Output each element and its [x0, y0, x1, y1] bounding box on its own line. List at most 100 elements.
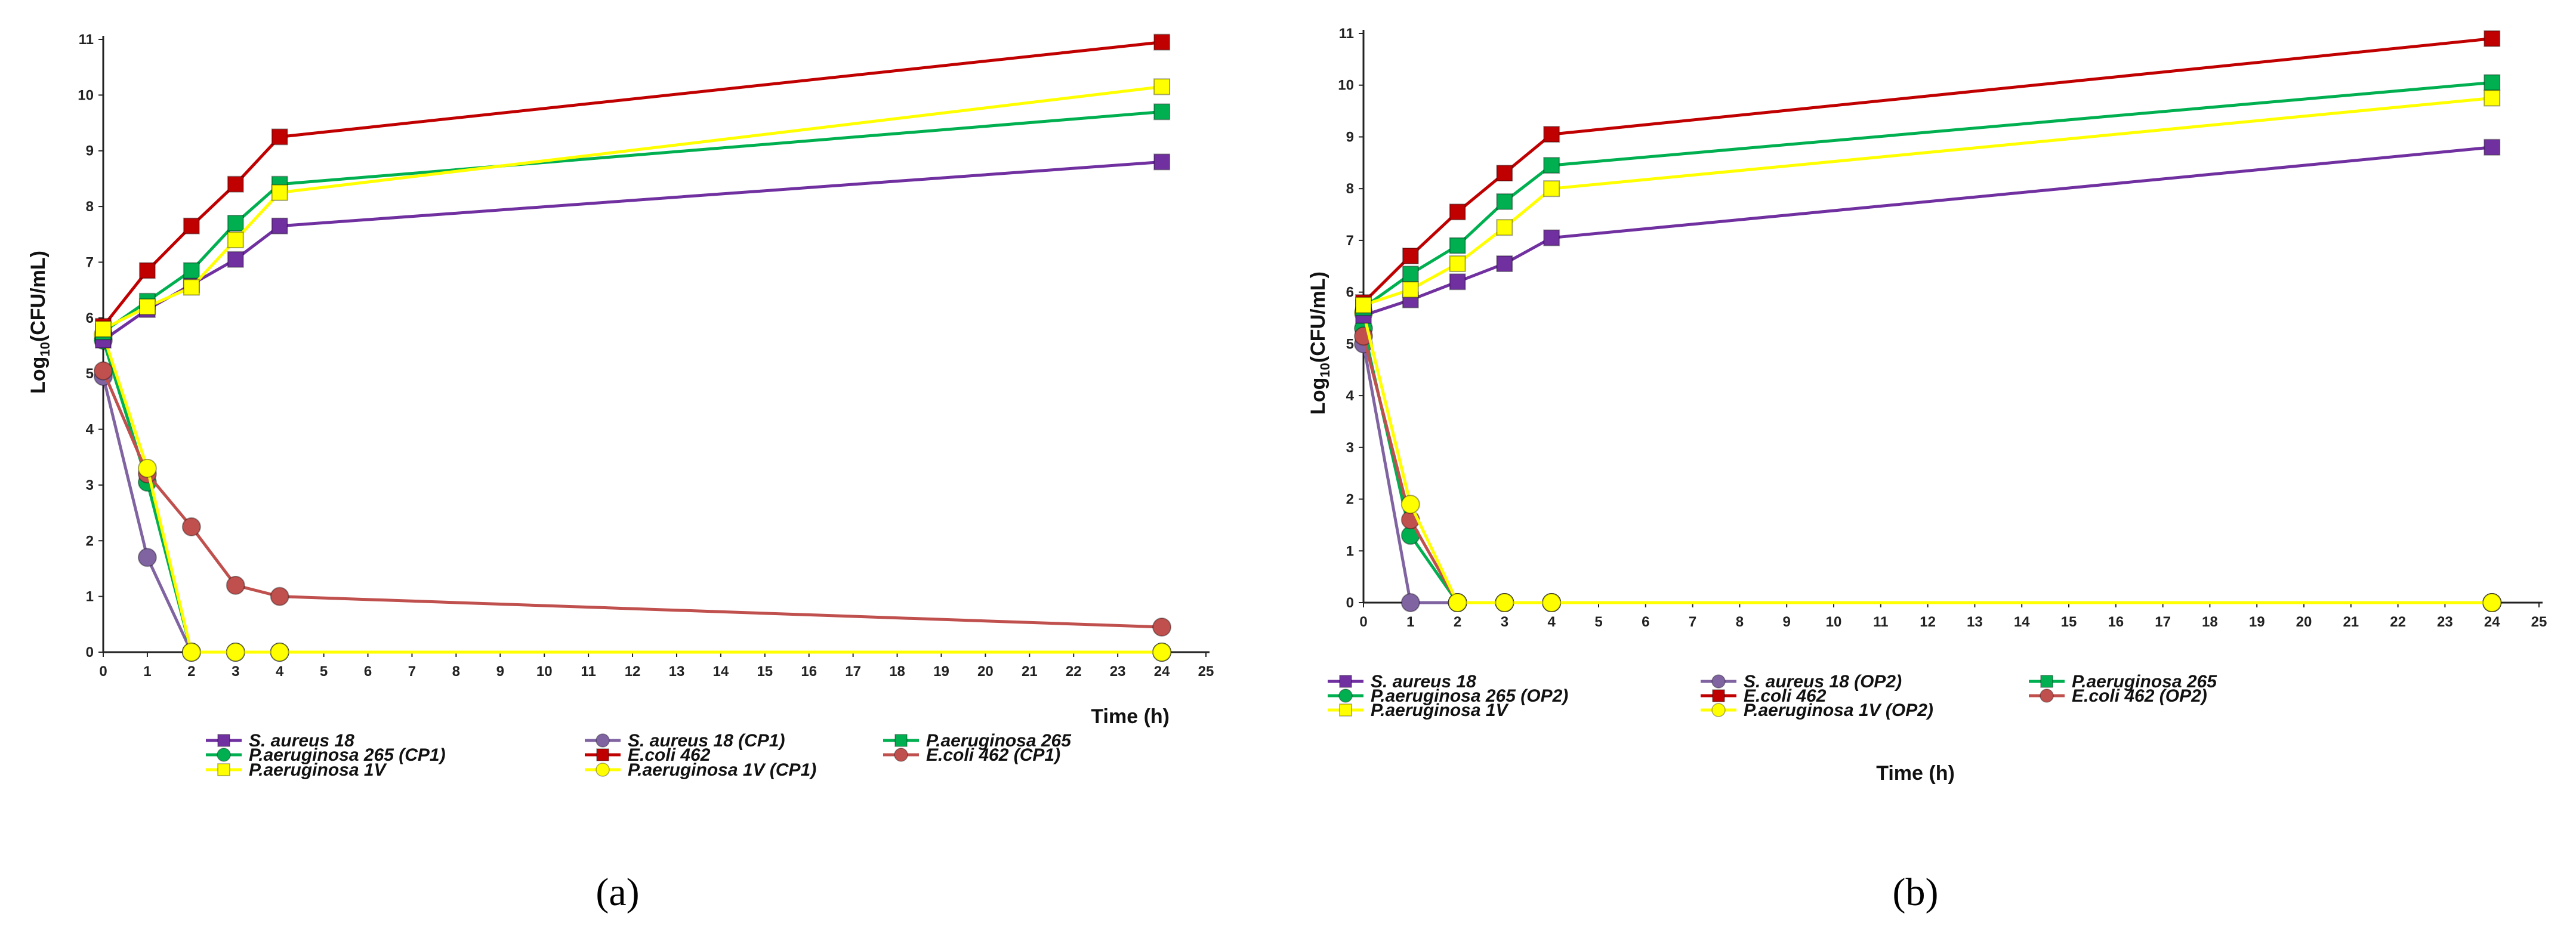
chart-b-x-tick-label: 24 [2484, 614, 2500, 630]
legend-swatch-marker [1338, 689, 1353, 703]
chart-a-x-tick-label: 21 [1022, 663, 1038, 680]
chart-a-x-tick-label: 6 [364, 663, 372, 680]
chart-b-legend-entry-s-aureus-18-op2: S. aureus 18 (OP2) [1701, 672, 1902, 692]
chart-b-point-p-aeruginosa-265 [1402, 266, 1419, 283]
chart-b-y-tick-label: 10 [1338, 78, 1354, 94]
chart-a-x-tick-label: 24 [1154, 663, 1170, 680]
chart-b-series-p-aeruginosa-1v-op2 [1354, 303, 2502, 612]
chart-b-point-p-aeruginosa-265 [2484, 74, 2501, 91]
chart-a-series-p-aeruginosa-1v [95, 78, 1171, 338]
chart-b-y-tick-label: 1 [1346, 543, 1354, 559]
chart-b-point-s-aureus-18 [1496, 255, 1513, 272]
chart-a-x-tick-label: 16 [801, 663, 817, 680]
chart-b-axes [1362, 30, 2543, 604]
chart-a-x-tick-label: 4 [276, 663, 284, 680]
chart-a-x-tick-label: 14 [713, 663, 729, 680]
chart-a-line-p-aeruginosa-265 [102, 110, 1162, 334]
chart-a-x-tick-label: 1 [143, 663, 151, 680]
chart-b-series-p-aeruginosa-265-op2 [1354, 319, 2502, 612]
chart-b-series [1354, 30, 2502, 612]
chart-a-point-e-coli-462 [1153, 33, 1171, 51]
chart-b-x-tick-label: 6 [1642, 614, 1649, 630]
chart-b-series-s-aureus-18 [1355, 138, 2501, 324]
chart-b-y-tick-label: 2 [1346, 492, 1354, 508]
chart-b-point-p-aeruginosa-1v [1402, 281, 1419, 298]
chart-a-y-tick-label: 3 [86, 477, 94, 493]
chart-b-panel-label: (b) [1893, 871, 1939, 914]
legend-swatch-marker [596, 763, 610, 777]
chart-b-y-tick-label: 0 [1346, 595, 1354, 611]
chart-b-line-s-aureus-18 [1363, 146, 2492, 317]
legend-swatch-marker [596, 748, 609, 761]
legend-label: S. aureus 18 (CP1) [628, 731, 785, 751]
legend-swatch-marker [1339, 675, 1352, 688]
chart-a-line-p-aeruginosa-1v-cp1 [101, 334, 1162, 654]
chart-b-y-tick-label: 9 [1346, 129, 1354, 145]
chart-b-x-ticks: 0 1 2 3 4 5 6 7 8 9 10 11 12 13 14 15 16 17 18 19 20 21 22 23 24… [1359, 603, 2547, 630]
chart-b-y-tick-label: 11 [1339, 26, 1354, 42]
chart-b-legend-entry-p-aeruginosa-1v: P.aeruginosa 1V [1328, 700, 1510, 720]
chart-a-point-p-aeruginosa-1v [271, 184, 288, 201]
chart-b-x-tick-label: 22 [2390, 614, 2406, 630]
chart-a-y-tick-label: 5 [86, 366, 94, 382]
chart-a-series-p-aeruginosa-265-cp1 [94, 331, 1172, 662]
chart-a-point-p-aeruginosa-1v [138, 298, 156, 316]
chart-b-series-p-aeruginosa-1v [1355, 89, 2501, 314]
chart-a-x-tick-label: 19 [933, 663, 949, 680]
chart-b-point-p-aeruginosa-1v-op2 [1448, 593, 1467, 612]
chart-a-x-tick-label: 0 [99, 663, 107, 680]
chart-b-line-p-aeruginosa-1v [1363, 96, 2492, 307]
chart-b-point-s-aureus-18-op2 [1400, 593, 1420, 612]
chart-a-point-s-aureus-18 [227, 251, 244, 268]
chart-a-panel-label: (a) [596, 871, 639, 914]
chart-a-y-tick-label: 9 [86, 143, 94, 159]
chart-b-legend-entry-p-aeruginosa-265: P.aeruginosa 265 [2029, 672, 2217, 692]
chart-b-y-tick-label: 3 [1346, 440, 1354, 456]
chart-b-y-ticks: 0 1 2 3 4 5 6 7 8 9 10 11 [1338, 26, 1363, 611]
chart-a-legend-entry-p-aeruginosa-265-cp1: P.aeruginosa 265 (CP1) [206, 745, 446, 765]
chart-a-line-p-aeruginosa-265-cp1 [101, 339, 1162, 654]
chart-b-line-s-aureus-18-op2 [1362, 343, 2492, 604]
chart-b-point-e-coli-462 [1402, 247, 1419, 264]
legend-label: S. aureus 18 [249, 731, 354, 751]
chart-a-x-tick-label: 13 [669, 663, 685, 680]
chart-a-point-s-aureus-18 [271, 217, 288, 234]
chart-b-x-tick-label: 25 [2531, 614, 2547, 630]
chart-b-y-tick-label: 8 [1346, 181, 1354, 197]
chart-b-point-p-aeruginosa-1v-op2 [1400, 495, 1420, 514]
chart-b-point-p-aeruginosa-1v [1543, 180, 1560, 197]
chart-b-legend-entry-e-coli-462-op2: E.coli 462 (OP2) [2029, 686, 2207, 706]
chart-b-series-e-coli-462 [1355, 30, 2501, 311]
chart-a-legend-entry-p-aeruginosa-265: P.aeruginosa 265 [883, 731, 1072, 751]
chart-a-point-e-coli-462-cp1 [270, 587, 289, 606]
chart-b-point-e-coli-462 [1543, 126, 1560, 143]
chart-b-line-p-aeruginosa-1v-op2 [1362, 312, 2492, 604]
chart-a-y-ticks: 0 1 2 3 4 5 6 7 8 9 10 11 [78, 32, 103, 661]
chart-a-x-tick-label: 17 [845, 663, 861, 680]
legend-label: E.coli 462 [1744, 686, 1827, 706]
chart-a-line-p-aeruginosa-1v [102, 85, 1162, 331]
chart-b-point-s-aureus-18 [1543, 229, 1560, 246]
chart-b-x-tick-label: 1 [1406, 614, 1414, 630]
chart-b-y-tick-label: 4 [1346, 388, 1355, 404]
chart-b-y-axis-label: Log10(CFU/mL) [1307, 271, 1332, 415]
chart-b-point-p-aeruginosa-1v [1449, 255, 1466, 272]
legend-label: E.coli 462 (OP2) [2072, 686, 2207, 706]
chart-a-point-e-coli-462 [271, 128, 288, 146]
chart-b-point-s-aureus-18 [1449, 273, 1466, 291]
chart-a-x-tick-label: 7 [408, 663, 416, 680]
chart-b-point-p-aeruginosa-1v [1355, 297, 1372, 314]
chart-a-y-tick-label: 6 [86, 310, 94, 326]
legend-swatch-marker [894, 748, 908, 762]
chart-a-y-axis-label: Log10(CFU/mL) [27, 251, 53, 394]
chart-a-x-tick-label: 8 [452, 663, 460, 680]
chart-b-legend-entry-e-coli-462: E.coli 462 [1701, 686, 1827, 706]
chart-a-x-axis-label: Time (h) [1091, 705, 1170, 728]
legend-label: S. aureus 18 (OP2) [1744, 672, 1902, 692]
chart-a-x-tick-label: 25 [1198, 663, 1214, 680]
chart-a-x-tick-label: 9 [496, 663, 504, 680]
chart-b-point-s-aureus-18 [2484, 138, 2501, 156]
chart-b-point-p-aeruginosa-1v [2484, 89, 2501, 107]
